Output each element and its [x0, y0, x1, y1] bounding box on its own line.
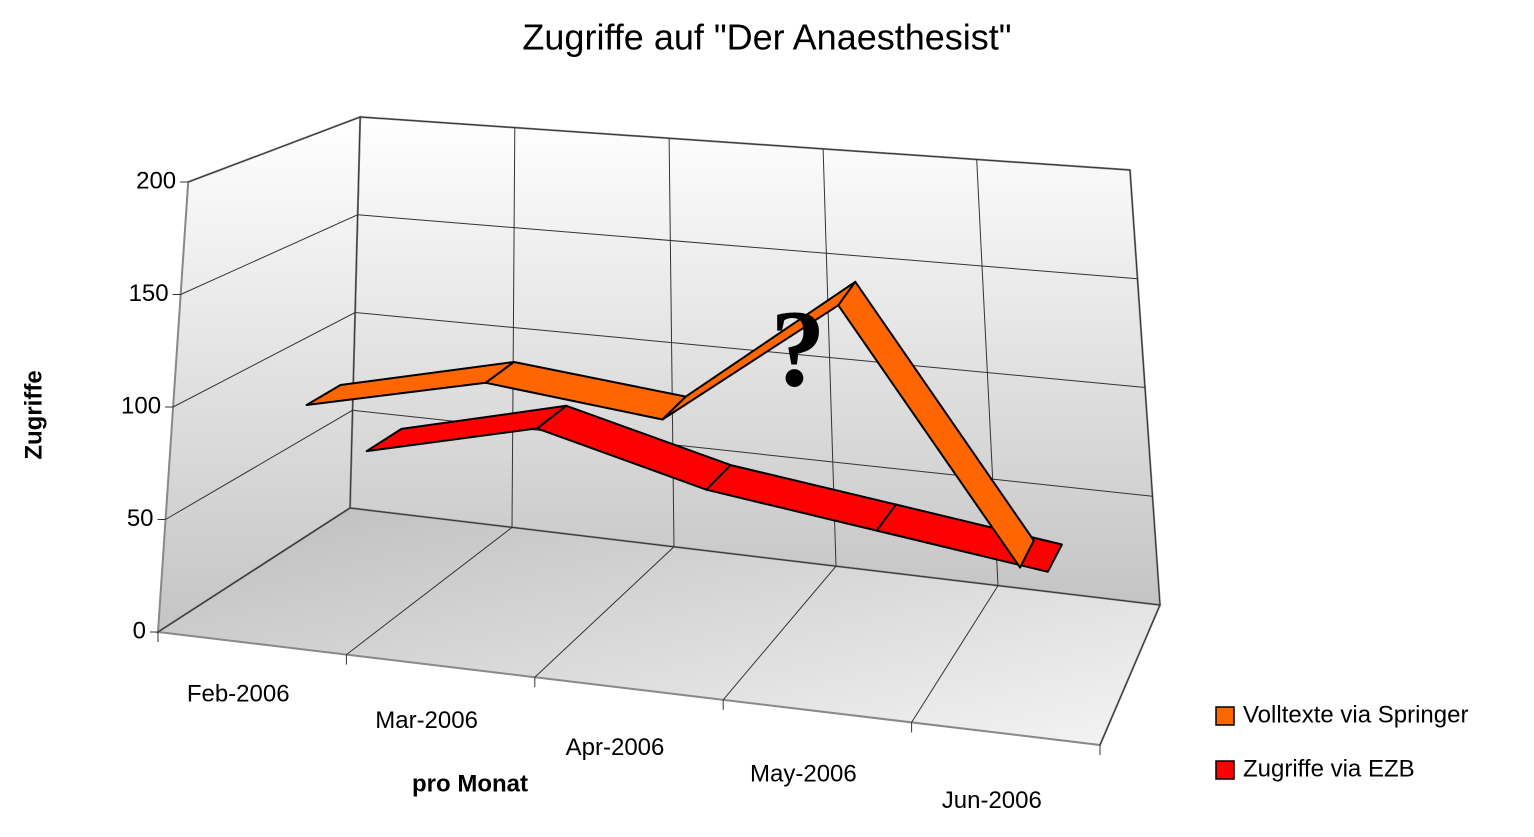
category-grid-line: [534, 138, 675, 678]
category-grid-line: [1099, 169, 1161, 746]
y-tick-label: 150: [129, 280, 169, 307]
annotation: ?: [771, 287, 826, 409]
y-axis-label: Zugriffe: [20, 370, 47, 459]
legend-label: Volltexte via Springer: [1243, 701, 1468, 728]
chart-title: Zugriffe auf "Der Anaesthesist": [522, 17, 1011, 58]
x-axis-label: pro Monat: [412, 770, 528, 797]
x-tick-label: Feb-2006: [187, 681, 290, 708]
legend-swatch: [1215, 760, 1235, 780]
y-tick-label: 200: [136, 167, 176, 194]
x-tick-label: Jun-2006: [942, 787, 1042, 814]
y-tick-label: 0: [133, 617, 146, 644]
category-grid-line: [157, 116, 361, 633]
x-tick-label: May-2006: [750, 760, 857, 787]
y-tick-label: 100: [121, 392, 161, 419]
y-tick-label: 50: [127, 505, 154, 532]
category-grid-line: [346, 127, 516, 655]
legend-label: Zugriffe via EZB: [1243, 755, 1415, 782]
legend-swatch: [1215, 706, 1235, 726]
category-grid-line: [911, 159, 999, 723]
category-grid-line: [722, 148, 837, 701]
plot-area: [150, 115, 1162, 755]
ribbon-segment: [837, 280, 1035, 569]
x-tick-label: Apr-2006: [566, 734, 665, 761]
x-tick-label: Mar-2006: [375, 707, 478, 734]
